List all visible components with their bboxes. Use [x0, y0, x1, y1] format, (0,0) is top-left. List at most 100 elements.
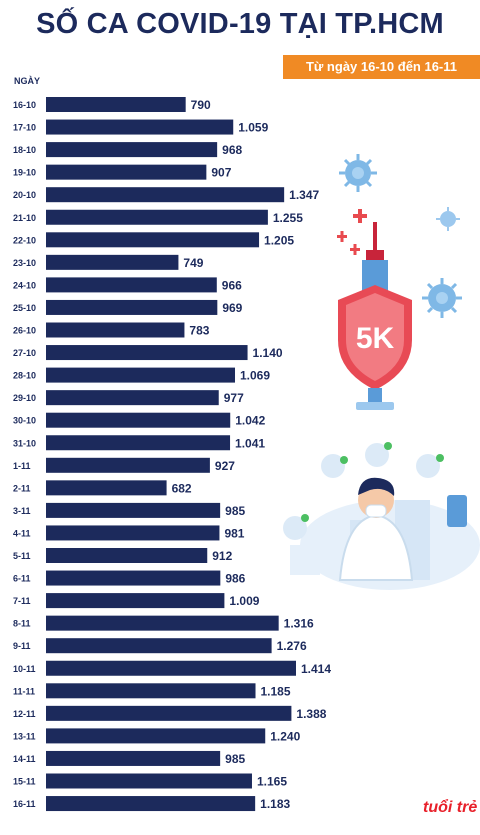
svg-text:5K: 5K	[356, 322, 395, 355]
bar	[46, 435, 231, 451]
category-label: 5-11	[13, 551, 31, 561]
data-label: 1.205	[264, 233, 294, 247]
data-label: 1.042	[235, 414, 265, 428]
bar	[46, 187, 285, 203]
data-label: 749	[183, 256, 203, 270]
category-label: 29-10	[13, 393, 36, 403]
category-label: 25-10	[13, 303, 36, 313]
data-label: 977	[224, 391, 244, 405]
bar	[46, 480, 167, 496]
data-label: 1.140	[253, 346, 283, 360]
bar	[46, 548, 208, 563]
data-label: 968	[222, 143, 242, 157]
data-label: 986	[225, 572, 245, 586]
category-label: 15-11	[13, 777, 36, 787]
bar	[46, 345, 248, 361]
bar	[46, 299, 218, 315]
data-label: 1.041	[235, 436, 265, 450]
data-label: 1.069	[240, 369, 270, 383]
bar	[46, 97, 186, 112]
category-label: 23-10	[13, 258, 36, 268]
data-label: 981	[224, 526, 244, 540]
data-label: 1.276	[277, 639, 307, 653]
bar	[46, 232, 260, 248]
data-label: 790	[191, 98, 211, 112]
bar	[46, 254, 179, 270]
data-label: 1.414	[301, 662, 331, 676]
category-label: 13-11	[13, 731, 36, 741]
category-label: 7-11	[13, 596, 31, 606]
bar	[46, 796, 256, 812]
data-label: 966	[222, 278, 242, 292]
data-label: 1.388	[296, 707, 326, 721]
bar	[46, 457, 210, 473]
category-label: 16-11	[13, 799, 36, 809]
category-label: 8-11	[13, 619, 31, 629]
data-label: 927	[215, 459, 235, 473]
bar	[46, 119, 234, 135]
bar	[46, 593, 225, 609]
data-label: 1.255	[273, 211, 303, 225]
bar	[46, 683, 256, 699]
chart-title: SỐ CA COVID-19 TẠI TP.HCM	[36, 8, 444, 40]
category-label: 20-10	[13, 190, 36, 200]
bar	[46, 142, 218, 158]
bar	[46, 322, 185, 338]
category-label: 24-10	[13, 280, 36, 290]
bar	[46, 570, 221, 586]
category-label: 16-10	[13, 100, 36, 110]
bar	[46, 390, 219, 406]
category-label: 11-11	[13, 686, 35, 696]
category-label: 6-11	[13, 574, 31, 584]
bar	[46, 277, 217, 293]
category-label: 1-11	[13, 461, 31, 471]
publisher-logo: tuổi trẻ	[423, 799, 478, 816]
plus-icon	[337, 209, 367, 255]
bar	[46, 412, 231, 428]
data-label: 912	[212, 549, 232, 563]
chart-subtitle: Từ ngày 16-10 đến 16-11	[305, 59, 458, 74]
doctor-illustration	[283, 442, 480, 590]
bar	[46, 502, 221, 518]
bar	[46, 615, 279, 631]
category-label: 12-11	[13, 709, 36, 719]
category-label: 30-10	[13, 416, 36, 426]
virus-icon	[339, 154, 377, 192]
bar	[46, 209, 268, 225]
virus-icon	[436, 207, 460, 231]
virus-icon	[422, 278, 462, 318]
syringe-shield-icon: 5K	[338, 222, 412, 410]
data-label: 969	[222, 301, 242, 315]
bar	[46, 367, 236, 383]
bar	[46, 164, 207, 180]
bar	[46, 705, 292, 721]
bar	[46, 638, 272, 654]
category-label: 31-10	[13, 438, 36, 448]
bar	[46, 728, 266, 744]
category-label: 17-10	[13, 123, 36, 133]
bar	[46, 750, 221, 766]
data-label: 985	[225, 752, 245, 766]
category-label: 21-10	[13, 213, 36, 223]
data-label: 1.185	[261, 684, 291, 698]
data-label: 783	[189, 324, 209, 338]
category-label: 3-11	[13, 506, 31, 516]
category-label: 2-11	[13, 483, 31, 493]
data-label: 1.009	[229, 594, 259, 608]
category-label: 18-10	[13, 145, 36, 155]
data-label: 682	[172, 481, 192, 495]
data-label: 1.059	[238, 121, 268, 135]
y-axis-label: NGÀY	[14, 76, 41, 86]
category-label: 19-10	[13, 168, 36, 178]
data-label: 985	[225, 504, 245, 518]
data-label: 1.183	[260, 797, 290, 811]
category-label: 27-10	[13, 348, 36, 358]
category-label: 4-11	[13, 528, 31, 538]
category-label: 14-11	[13, 754, 36, 764]
category-label: 9-11	[13, 641, 31, 651]
data-label: 1.165	[257, 775, 287, 789]
category-label: 10-11	[13, 664, 36, 674]
data-label: 1.347	[289, 188, 319, 202]
bar	[46, 525, 220, 541]
